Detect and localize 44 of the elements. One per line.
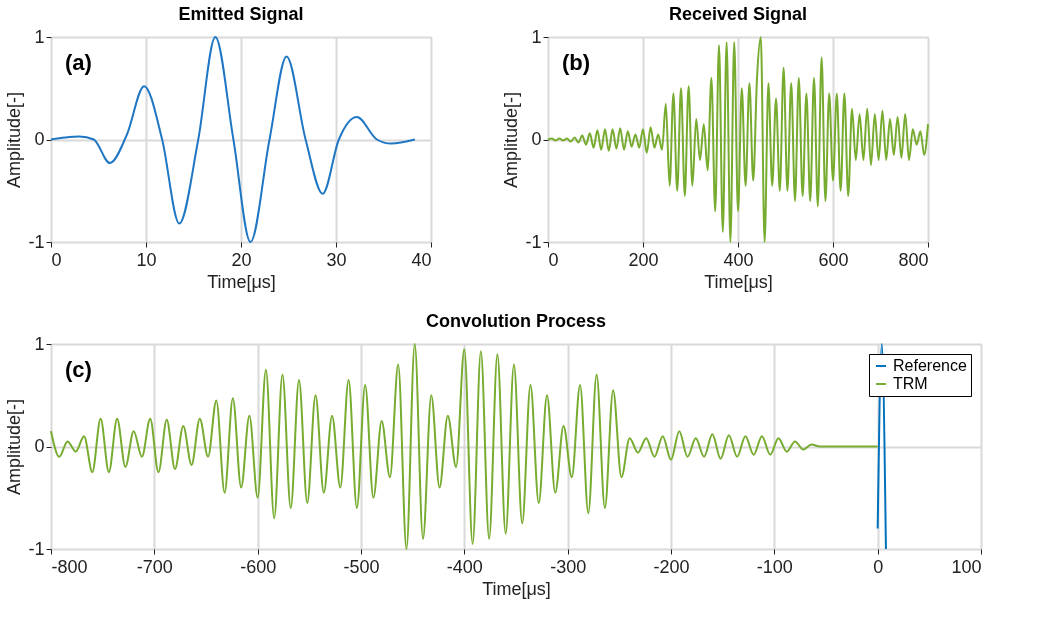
x-tick-label: 10 <box>136 249 157 270</box>
x-tick-label: 200 <box>628 249 659 270</box>
y-tick-label: 0 <box>34 436 45 456</box>
x-tick-label: -500 <box>343 556 380 577</box>
y-axis-title: Amplitude[-] <box>501 91 522 189</box>
annotation: (c) <box>65 357 92 382</box>
legend-label: Reference <box>893 357 967 374</box>
y-tick-label: 0 <box>34 129 45 149</box>
y-tick-label: 1 <box>531 26 542 47</box>
y-tick-label: -1 <box>28 538 45 559</box>
chart-title: Emitted Signal <box>178 4 304 24</box>
x-axis-title: Time[μs] <box>704 271 773 292</box>
x-tick-label: 800 <box>898 249 929 270</box>
x-tick-label: -600 <box>240 556 277 577</box>
x-tick-label: 0 <box>873 556 884 577</box>
y-tick-label: 0 <box>531 129 542 149</box>
y-axis-title: Amplitude[-] <box>4 91 25 189</box>
x-tick-label: -700 <box>136 556 173 577</box>
x-tick-label: 40 <box>411 249 432 270</box>
y-tick-label: 1 <box>34 26 45 47</box>
x-tick-label: 0 <box>51 249 62 270</box>
x-tick-label: -400 <box>446 556 483 577</box>
x-tick-label: 100 <box>951 556 982 577</box>
line-series <box>50 343 879 550</box>
y-axis-title: Amplitude[-] <box>4 398 25 496</box>
x-axis-title: Time[μs] <box>482 578 551 599</box>
y-tick-label: -1 <box>525 231 542 252</box>
x-tick-label: -200 <box>653 556 690 577</box>
chart-title: Received Signal <box>668 4 808 24</box>
x-tick-label: -300 <box>550 556 587 577</box>
legend-label: TRM <box>893 375 928 392</box>
x-tick-label: 20 <box>231 249 252 270</box>
annotation: (a) <box>65 50 92 75</box>
x-tick-label: 400 <box>723 249 754 270</box>
x-tick-label: -800 <box>51 556 88 577</box>
chart-title: Convolution Process <box>425 311 607 331</box>
x-tick-label: 30 <box>326 249 347 270</box>
y-tick-label: 1 <box>34 333 45 354</box>
x-tick-label: 600 <box>818 249 849 270</box>
y-tick-label: -1 <box>28 231 45 252</box>
x-axis-title: Time[μs] <box>207 271 276 292</box>
x-tick-label: -100 <box>756 556 793 577</box>
annotation: (b) <box>562 50 591 75</box>
x-tick-label: 0 <box>548 249 559 270</box>
